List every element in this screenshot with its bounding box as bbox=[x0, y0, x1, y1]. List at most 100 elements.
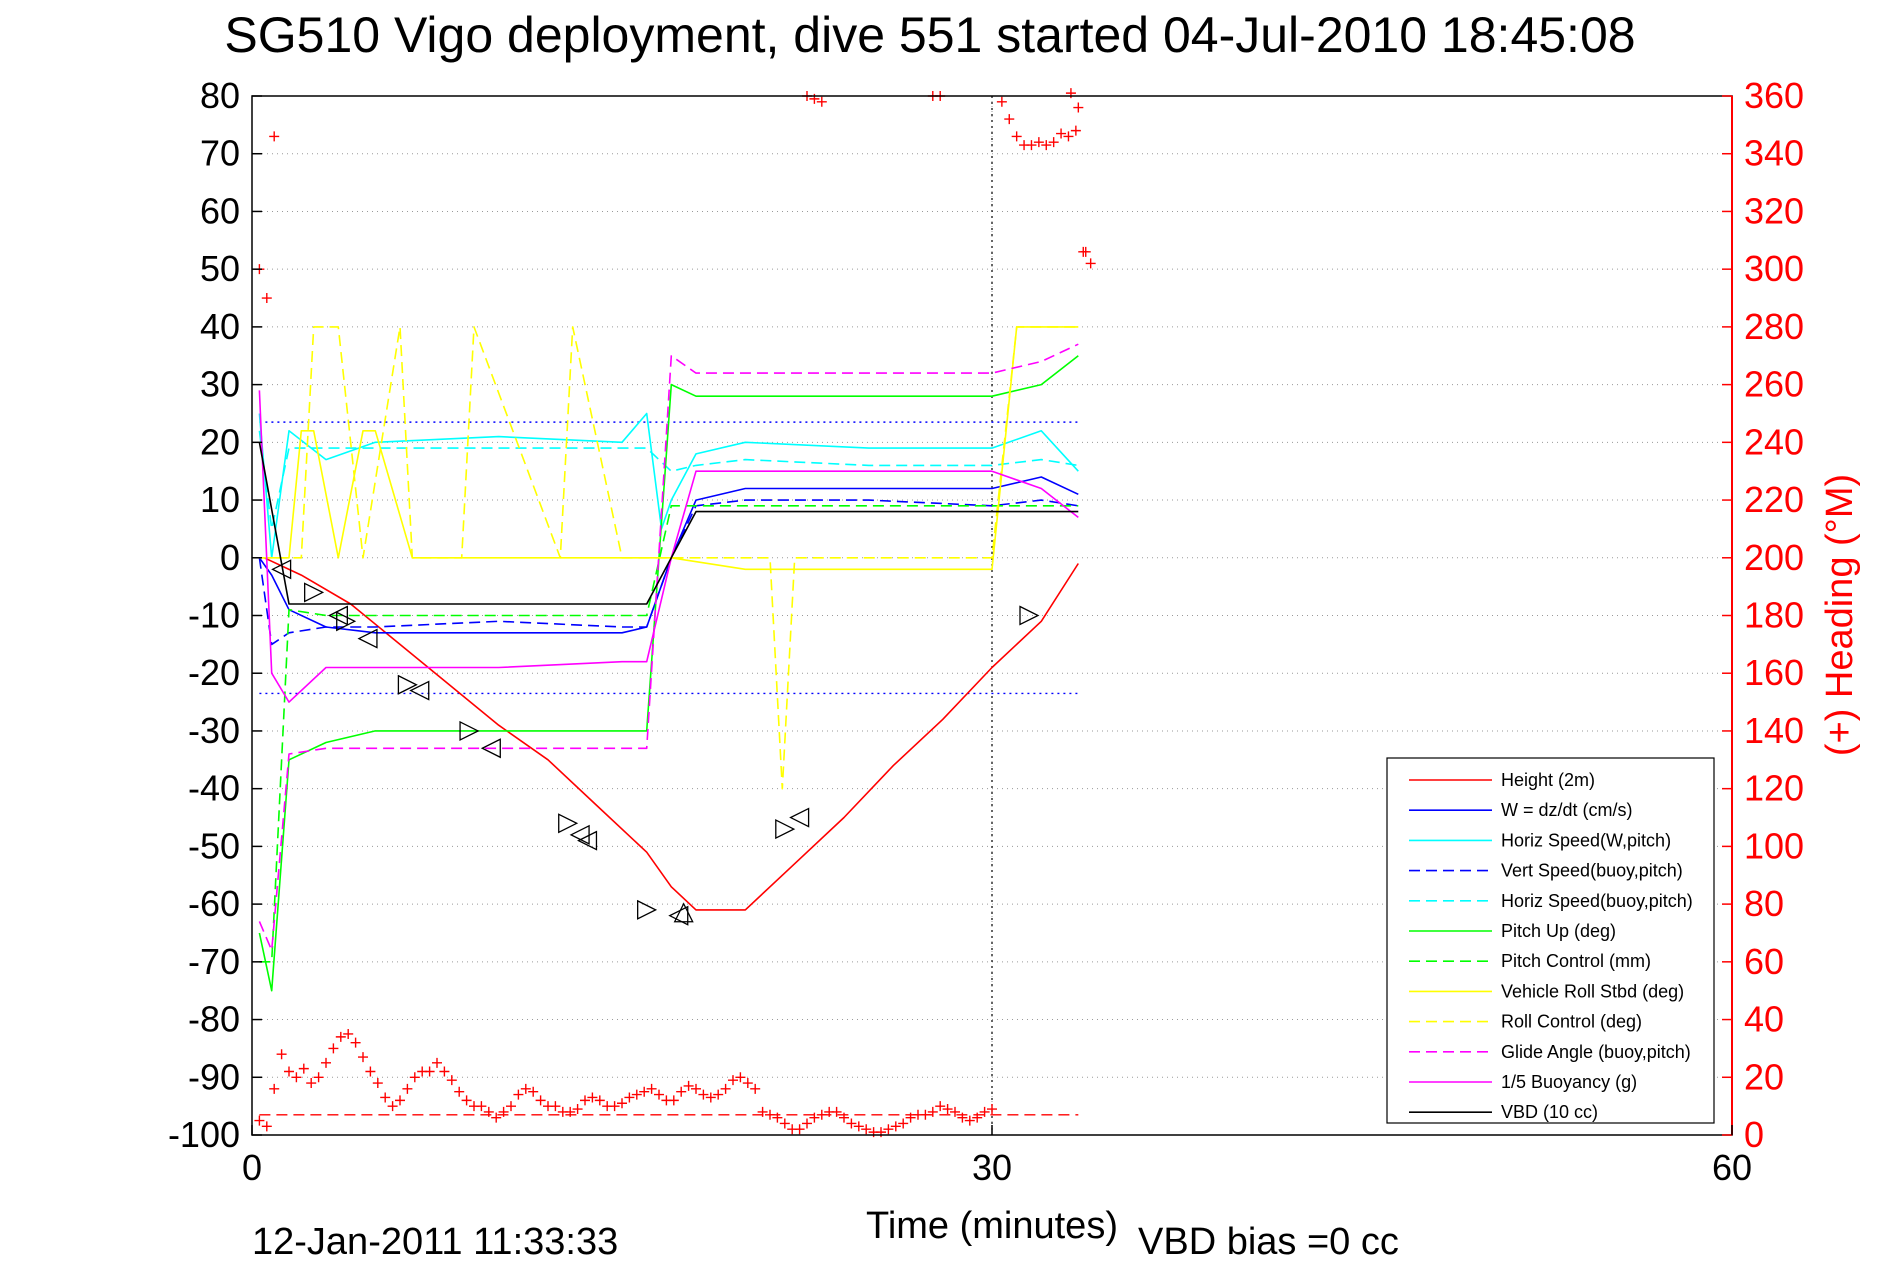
series-line bbox=[258, 430, 1079, 530]
left-tick-label: -60 bbox=[188, 883, 240, 924]
heading-point bbox=[528, 1086, 539, 1097]
legend: Height (2m) W = dz/dt (cm/s) Horiz Speed(W… bbox=[1386, 757, 1715, 1124]
heading-point bbox=[646, 1083, 657, 1094]
heading-point bbox=[1011, 131, 1022, 142]
left-tick-label: -100 bbox=[168, 1114, 240, 1155]
left-tick-label: -30 bbox=[188, 710, 240, 751]
right-tick-label: 140 bbox=[1744, 710, 1804, 751]
heading-point bbox=[380, 1092, 391, 1103]
legend-label: Roll Control (deg) bbox=[1501, 1012, 1642, 1032]
heading-point bbox=[772, 1112, 783, 1123]
heading-point bbox=[372, 1078, 383, 1089]
heading-point bbox=[365, 1066, 376, 1077]
heading-point bbox=[779, 1118, 790, 1129]
heading-point bbox=[757, 1106, 768, 1117]
heading-point bbox=[498, 1106, 509, 1117]
left-tick-label: 60 bbox=[200, 190, 240, 231]
heading-point bbox=[720, 1083, 731, 1094]
right-tick-label: 100 bbox=[1744, 825, 1804, 866]
heading-point bbox=[735, 1072, 746, 1083]
event-marker bbox=[558, 813, 579, 834]
legend-entries: Height (2m) W = dz/dt (cm/s) Horiz Speed(W… bbox=[1409, 770, 1693, 1122]
heading-point bbox=[676, 1086, 687, 1097]
right-tick-label: 260 bbox=[1744, 364, 1804, 405]
heading-point bbox=[513, 1089, 524, 1100]
legend-label: Vehicle Roll Stbd (deg) bbox=[1501, 981, 1684, 1001]
heading-point bbox=[1056, 128, 1067, 139]
heading-point bbox=[1004, 114, 1015, 125]
heading-point bbox=[358, 1052, 368, 1063]
heading-point bbox=[942, 1104, 953, 1115]
heading-point bbox=[1073, 102, 1084, 113]
legend-label: Height (2m) bbox=[1501, 770, 1595, 790]
heading-point bbox=[335, 1031, 346, 1042]
heading-point bbox=[750, 1083, 761, 1094]
heading-point bbox=[809, 1112, 820, 1123]
left-tick-label: 0 bbox=[220, 537, 240, 578]
heading-point bbox=[668, 1095, 679, 1106]
x-axis-label: Time (minutes) bbox=[866, 1205, 1118, 1247]
heading-point bbox=[461, 1095, 472, 1106]
right-tick-label: 0 bbox=[1744, 1114, 1764, 1155]
heading-point bbox=[491, 1112, 502, 1123]
heading-point bbox=[609, 1101, 620, 1112]
heading-point bbox=[483, 1106, 494, 1117]
legend-label: Horiz Speed(W,pitch) bbox=[1501, 830, 1671, 850]
heading-point bbox=[979, 1106, 990, 1117]
heading-point bbox=[742, 1078, 753, 1089]
heading-point bbox=[853, 1121, 864, 1132]
right-axis-ticks: 3603403203002802602402202001801601401201… bbox=[1722, 75, 1804, 1155]
heading-point bbox=[291, 1072, 302, 1083]
heading-point bbox=[831, 1106, 842, 1117]
heading-point bbox=[957, 1112, 968, 1123]
heading-point bbox=[987, 1104, 997, 1115]
left-axis-ticks: 80 70 60 50 40 30 20 10 0 -10 -20 -30 -40 -50 -60 -70 -8… bbox=[168, 75, 262, 1155]
event-marker bbox=[1019, 605, 1040, 626]
heading-point bbox=[705, 1092, 716, 1103]
legend-label: Pitch Control (mm) bbox=[1501, 951, 1651, 971]
heading-point bbox=[898, 1118, 909, 1129]
heading-point bbox=[920, 1109, 931, 1120]
plot-area bbox=[251, 88, 1733, 1138]
right-tick-label: 120 bbox=[1744, 768, 1804, 809]
left-tick-label: 80 bbox=[200, 75, 240, 116]
heading-point bbox=[861, 1124, 872, 1135]
heading-point bbox=[409, 1072, 420, 1083]
heading-point bbox=[402, 1083, 413, 1094]
legend-label: W = dz/dt (cm/s) bbox=[1501, 800, 1633, 820]
heading-points bbox=[254, 88, 1096, 1138]
left-tick-label: -70 bbox=[188, 941, 240, 982]
series-line bbox=[258, 499, 1079, 646]
event-markers bbox=[271, 559, 1040, 926]
event-marker bbox=[459, 720, 480, 741]
series-line bbox=[259, 326, 1079, 790]
heading-point bbox=[1026, 140, 1037, 151]
heading-point bbox=[794, 1124, 805, 1135]
heading-point bbox=[298, 1063, 309, 1074]
event-marker bbox=[775, 819, 796, 840]
left-tick-label: -10 bbox=[188, 595, 240, 636]
heading-point bbox=[935, 1101, 946, 1112]
footer-vbd-bias: VBD bias =0 cc bbox=[1138, 1221, 1399, 1262]
right-tick-label: 80 bbox=[1744, 883, 1784, 924]
legend-label: 1/5 Buoyancy (g) bbox=[1501, 1072, 1637, 1092]
event-marker bbox=[397, 674, 418, 695]
heading-point bbox=[639, 1086, 650, 1097]
heading-point bbox=[535, 1095, 546, 1106]
heading-point bbox=[580, 1095, 590, 1106]
left-tick-label: -20 bbox=[188, 652, 240, 693]
heading-point bbox=[617, 1098, 627, 1109]
heading-point bbox=[424, 1066, 435, 1077]
heading-point bbox=[1080, 246, 1091, 257]
left-tick-label: -90 bbox=[188, 1056, 240, 1097]
heading-point bbox=[654, 1089, 664, 1100]
chart-title: SG510 Vigo deployment, dive 551 started … bbox=[224, 7, 1635, 63]
series-line bbox=[258, 442, 1079, 605]
right-tick-label: 360 bbox=[1744, 75, 1804, 116]
heading-point bbox=[439, 1066, 450, 1077]
event-marker bbox=[577, 830, 598, 851]
right-tick-label: 200 bbox=[1744, 537, 1804, 578]
heading-point bbox=[284, 1066, 294, 1077]
heading-point bbox=[476, 1101, 487, 1112]
series-line bbox=[259, 504, 1079, 963]
